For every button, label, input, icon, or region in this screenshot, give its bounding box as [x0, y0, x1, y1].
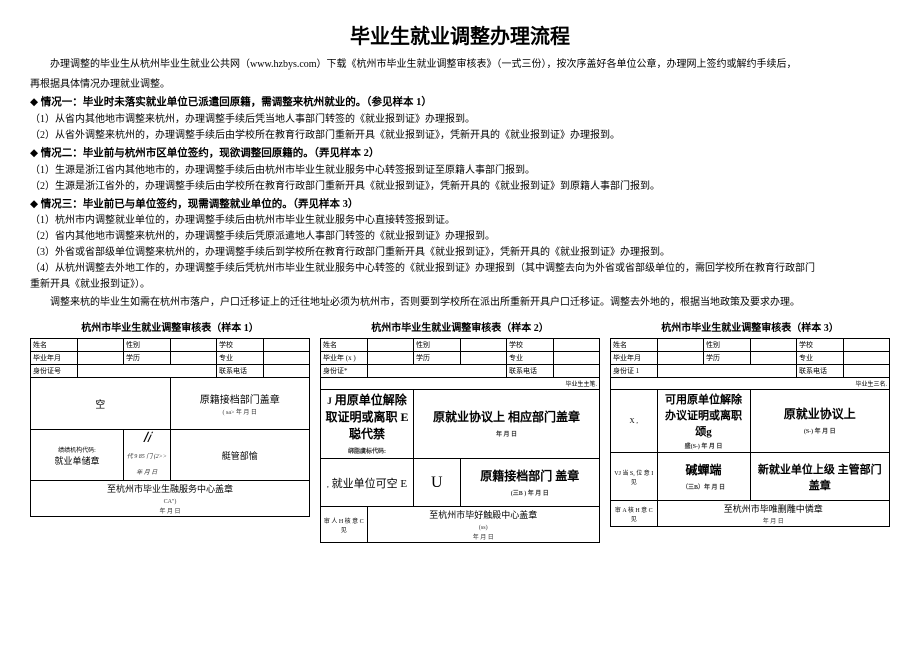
case2-i1: （1）生源是浙江省内其他地市的，办理调整手续后由杭州市毕业生就业服务中心转签报到…: [30, 163, 890, 179]
form-2-table: 姓名性别学校 毕业年 (x )学历专业 身份证*联系电话 毕业生主笔. J 用原…: [320, 338, 600, 543]
case3-i4a: （4）从杭州调整去外地工作的，办理调整手续后凭杭州市毕业生就业服务中心转签的《就…: [30, 261, 890, 277]
form-1-title: 杭州市毕业生就业调整审核表（样本 1）: [30, 319, 310, 334]
intro-1: 办理调整的毕业生从杭州毕业生就业公共网（www.hzbys.com）下载《杭州市…: [30, 57, 890, 73]
form-1-table: 姓名性别学校 毕业年月学历专业 身份证号联系电话 空原籍接档部门盖章( sa> …: [30, 338, 310, 517]
intro-2: 再根据具体情况办理就业调整。: [30, 77, 890, 93]
form-3-title: 杭州市毕业生就业调整审核表（样本 3）: [610, 319, 890, 334]
forms-row: 杭州市毕业生就业调整审核表（样本 1） 姓名性别学校 毕业年月学历专业 身份证号…: [30, 319, 890, 543]
case3-i3: （3）外省或省部级单位调整来杭州的，办理调整手续后到学校所在教育行政部门重新开具…: [30, 245, 890, 261]
page-title: 毕业生就业调整办理流程: [30, 20, 890, 49]
case1-i1: （1）从省内其他地市调整来杭州，办理调整手续后凭当地人事部门转签的《就业报到证》…: [30, 112, 890, 128]
case3-i1: （1）杭州市内调整就业单位的，办理调整手续后由杭州市毕业生就业服务中心直接转签报…: [30, 213, 890, 229]
form-3-table: 姓名性别学校 毕业年月学历专业 身份证 1联系电话 毕业生三名. X ,可用原单…: [610, 338, 890, 527]
note: 调整来杭的毕业生如需在杭州市落户，户口迁移证上的迁往地址必须为杭州市，否则要到学…: [30, 295, 890, 311]
case1-head: 情况一：毕业时未落实就业单位已派遣回原籍，需调整来杭州就业的。（参见样本 1）: [30, 95, 890, 112]
form-3: 杭州市毕业生就业调整审核表（样本 3） 姓名性别学校 毕业年月学历专业 身份证 …: [610, 319, 890, 543]
case3-head: 情况三：毕业前已与单位签约，现需调整就业单位的。（弄见样本 3）: [30, 197, 890, 214]
form-2-title: 杭州市毕业生就业调整审核表（样本 2）: [320, 319, 600, 334]
case2-head: 情况二：毕业前与杭州市区单位签约，现欲调整回原籍的。（弄见样本 2）: [30, 146, 890, 163]
case3-i2: （2）省内其他地市调整来杭州的，办理调整手续后凭原派遣地人事部门转签的《就业报到…: [30, 229, 890, 245]
case2-i2: （2）生源是浙江省外的，办理调整手续后由学校所在教育行政部门重新开具《就业报到证…: [30, 179, 890, 195]
form-1: 杭州市毕业生就业调整审核表（样本 1） 姓名性别学校 毕业年月学历专业 身份证号…: [30, 319, 310, 543]
case1-i2: （2）从省外调整来杭州的，办理调整手续后由学校所在教育行政部门重新开具《就业报到…: [30, 128, 890, 144]
form-2: 杭州市毕业生就业调整审核表（样本 2） 姓名性别学校 毕业年 (x )学历专业 …: [320, 319, 600, 543]
case3-i4b: 重新开具《就业报到证》）。: [30, 277, 890, 293]
